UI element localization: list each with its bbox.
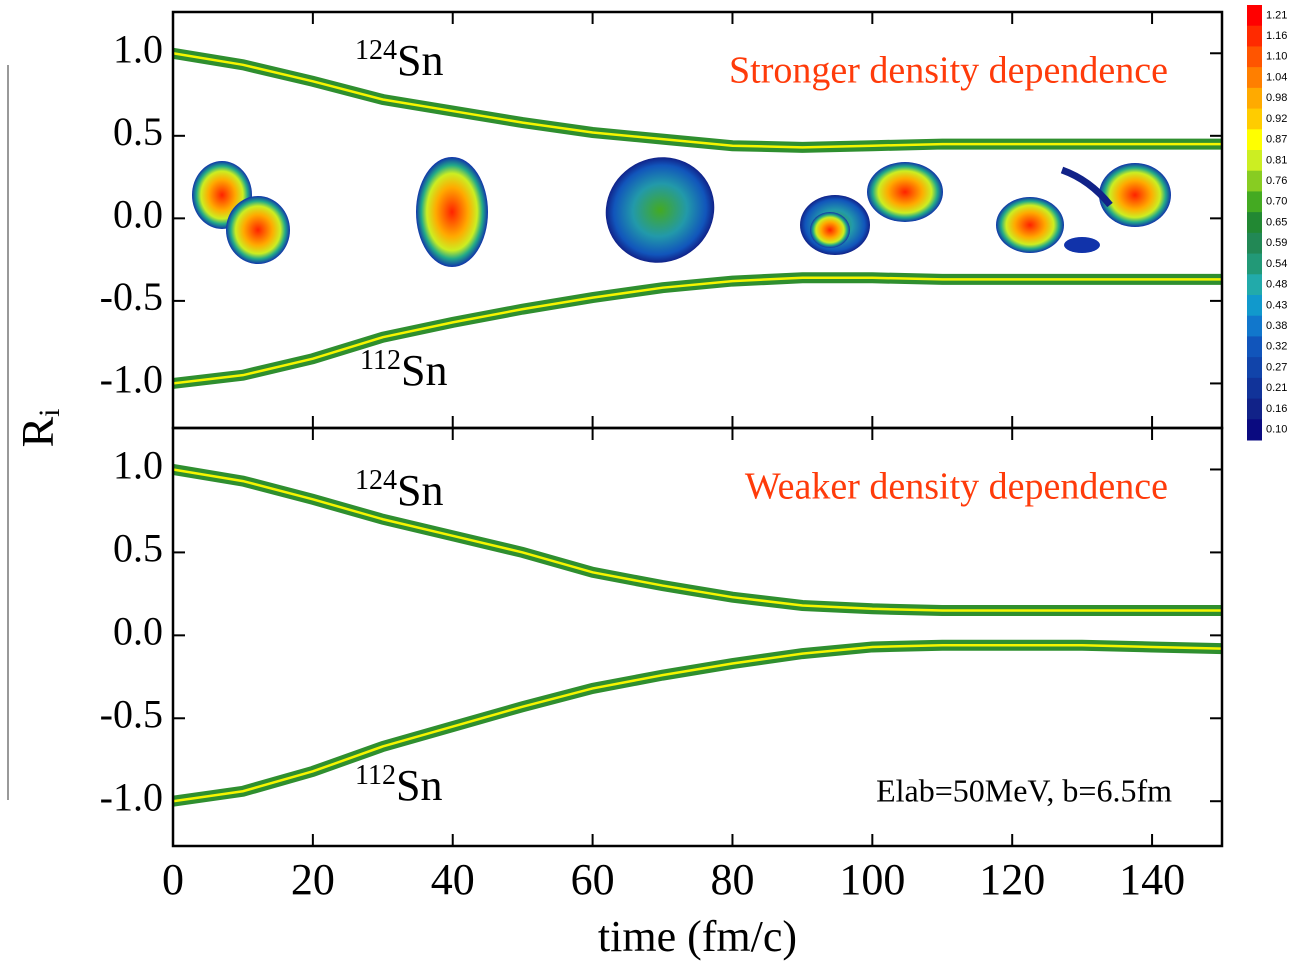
colorbar-label: 0.16: [1266, 403, 1287, 415]
x-tick-label: 0: [162, 855, 184, 904]
colorbar-swatch: [1247, 67, 1262, 89]
curve-label-mass: 124: [355, 35, 397, 66]
y-tick-label: 0.0: [113, 192, 163, 237]
panel: -1.0-0.50.00.51.00 20 40 60 80 100 120 140124Sn…: [12, 408, 1224, 961]
colorbar-swatch: [1247, 295, 1262, 317]
colorbar-swatch: [1247, 315, 1262, 337]
y-axis-label-main: R: [12, 417, 63, 448]
annotation: Weaker density dependence: [745, 466, 1168, 508]
nucleus: [1060, 166, 1113, 208]
y-tick-label: -1.0: [100, 774, 163, 819]
band: [172, 272, 1222, 389]
curve-label-mass: 112: [360, 345, 401, 376]
colorbar-swatch: [1247, 150, 1262, 172]
colorbar-label: 1.04: [1266, 71, 1287, 83]
y-tick-label: 1.0: [113, 443, 163, 488]
colorbar-swatch: [1247, 232, 1262, 255]
colorbar-swatch: [1247, 25, 1262, 47]
colorbar-label: 0.76: [1266, 175, 1287, 187]
nucleus: [226, 196, 290, 264]
note: Elab=50MeV, b=6.5fm: [876, 772, 1172, 808]
colorbar-label: 0.59: [1266, 237, 1287, 249]
x-tick-label: 60: [571, 855, 615, 904]
line: [172, 468, 1222, 612]
colorbar-label: 0.65: [1266, 216, 1287, 228]
y-axis-label: Ri: [12, 408, 66, 447]
line: [172, 644, 1223, 803]
colorbar-label: 1.10: [1266, 51, 1287, 63]
y-tick-label: 0.0: [113, 609, 163, 654]
nucleus: [605, 157, 715, 263]
colorbar-label: 0.81: [1266, 154, 1287, 166]
colorbar-swatch: [1247, 129, 1262, 151]
curve-label-mass: 124: [355, 465, 397, 496]
x-tick-label: 140: [1119, 855, 1185, 904]
x-axis-label: time (fm/c): [598, 912, 797, 961]
y-tick-label: 0.5: [113, 109, 163, 154]
curve-label-element: Sn: [397, 466, 443, 515]
colorbar-swatch: [1247, 398, 1262, 420]
plot-frame: [171, 426, 1224, 848]
colorbar-label: 0.43: [1266, 299, 1287, 311]
colorbar-swatch: [1247, 108, 1262, 130]
colorbar-label: 0.98: [1266, 92, 1287, 104]
colorbar-swatch: [1247, 377, 1262, 400]
colorbar-label: 0.38: [1266, 320, 1287, 332]
colorbar-swatch: [1247, 253, 1262, 275]
y-tick-label: -0.5: [100, 274, 163, 319]
curve-label-mass: 112: [355, 760, 396, 791]
colorbar-label: 1.16: [1266, 30, 1287, 42]
curve-label: 112Sn: [355, 760, 442, 810]
x-tick-label: 120: [979, 855, 1045, 904]
colorbar-label: 0.27: [1266, 361, 1287, 373]
curve-label-element: Sn: [401, 346, 447, 395]
line: [172, 52, 1222, 149]
colorbar-swatch: [1247, 170, 1262, 192]
colorbar-label: 1.21: [1266, 9, 1287, 21]
nucleus: [867, 162, 943, 222]
y-axis-label-sub: i: [33, 408, 66, 416]
x-tick-label: 80: [710, 855, 754, 904]
curve-label: 112Sn: [360, 345, 447, 395]
curve-label: 124Sn: [355, 35, 443, 85]
colorbar-label: 0.92: [1266, 113, 1287, 125]
colorbar-label: 0.70: [1266, 196, 1287, 208]
curve-label: 124Sn: [355, 465, 443, 515]
nucleus: [810, 212, 850, 248]
colorbar-swatch: [1247, 336, 1262, 358]
colorbar-label: 0.10: [1266, 424, 1287, 436]
x-tick-label: 20: [291, 855, 335, 904]
colorbar-swatch: [1247, 87, 1262, 110]
curve-label-element: Sn: [397, 36, 443, 85]
colorbar-label: 0.48: [1266, 279, 1287, 291]
colorbar-swatch: [1247, 357, 1262, 379]
colorbar-label: 0.87: [1266, 134, 1287, 146]
nuclei-snapshots: [192, 157, 1171, 267]
y-tick-label: -1.0: [100, 357, 163, 402]
colorbar-swatch: [1247, 419, 1262, 441]
nucleus: [996, 197, 1064, 253]
nucleus: [1064, 237, 1100, 253]
nucleus: [1099, 163, 1171, 227]
x-tick-label: 40: [431, 855, 475, 904]
x-tick-label: 100: [839, 855, 905, 904]
annotation: Stronger density dependence: [729, 50, 1168, 92]
colorbar-swatch: [1247, 5, 1262, 27]
nucleus: [416, 157, 488, 267]
y-tick-label: 0.5: [113, 526, 163, 571]
curve-label-element: Sn: [396, 761, 442, 810]
colorbar-label: 0.32: [1266, 341, 1287, 353]
colorbar-swatch: [1247, 46, 1262, 68]
line: [172, 276, 1222, 385]
colorbar-swatch: [1247, 212, 1262, 234]
y-tick-label: -0.5: [100, 691, 163, 736]
colorbar-label: 0.21: [1266, 382, 1287, 394]
colorbar-swatch: [1247, 191, 1262, 213]
colorbar-swatch: [1247, 274, 1262, 296]
colorbar-label: 0.54: [1266, 258, 1287, 270]
y-tick-label: 1.0: [113, 26, 163, 71]
